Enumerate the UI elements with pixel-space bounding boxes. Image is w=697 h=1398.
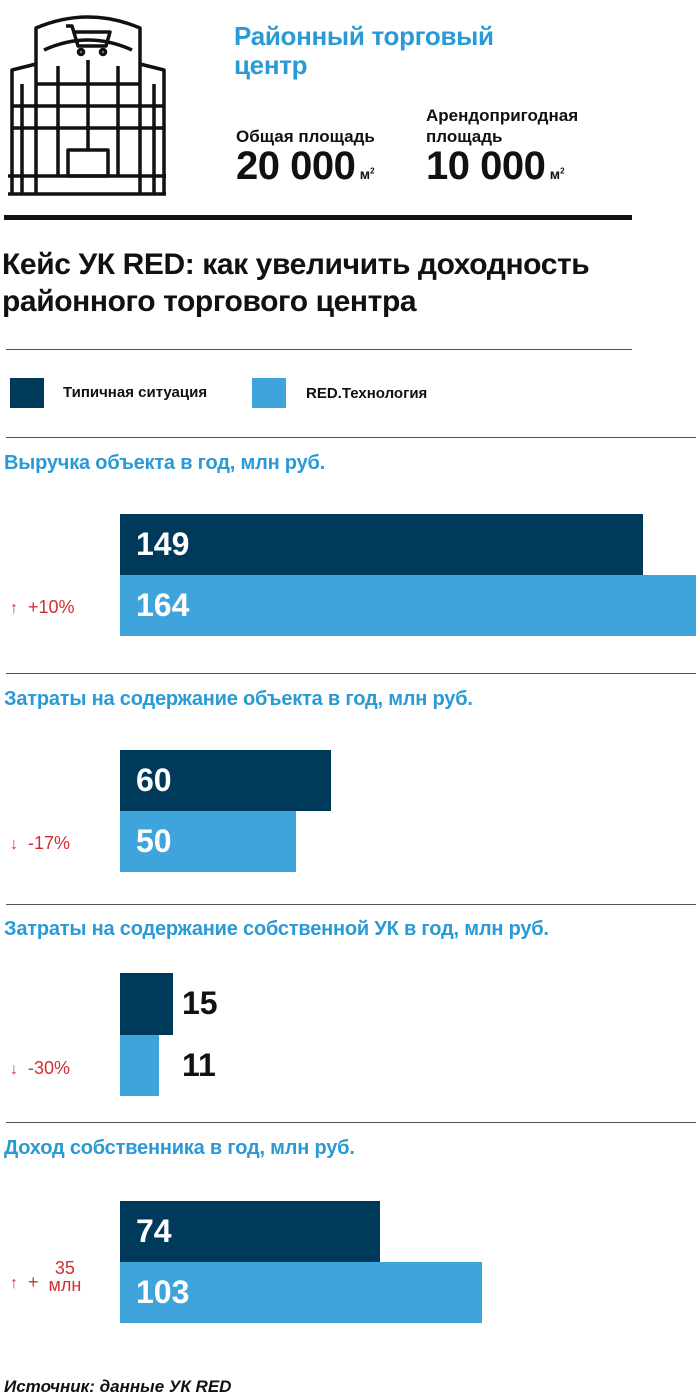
bar-value-typical: 149 xyxy=(136,526,190,562)
arrow-down-icon: ↓ xyxy=(10,836,18,853)
change-text: -30% xyxy=(28,1058,71,1078)
bar-typical xyxy=(120,973,173,1035)
bar-value-typical: 15 xyxy=(182,985,218,1021)
legend-swatch-red xyxy=(252,378,286,408)
bar-typical xyxy=(120,514,643,575)
bar-value-typical: 60 xyxy=(136,762,172,798)
chart-title: Выручка объекта в год, млн руб. xyxy=(4,452,325,474)
bar-typical xyxy=(120,1201,380,1262)
unit-sup: 2 xyxy=(370,166,375,176)
section-divider xyxy=(6,673,696,674)
bar-red-technology xyxy=(120,575,696,636)
chart-title: Доход собственника в год, млн руб. xyxy=(4,1137,355,1159)
leasable-area-stat: 10 000 м2 xyxy=(426,144,565,189)
legend-label-red: RED.Технология xyxy=(306,385,428,402)
change-text: -17% xyxy=(28,833,71,853)
bar-typical xyxy=(120,750,331,811)
unit-text: м xyxy=(549,166,561,182)
total-area-unit: м2 xyxy=(360,166,375,182)
bar-red-technology xyxy=(120,811,296,872)
main-title: Кейс УК RED: как увеличить доходность ра… xyxy=(2,248,590,318)
bar-value-red: 50 xyxy=(136,823,172,859)
leasable-area-unit: м2 xyxy=(550,166,565,182)
header-divider xyxy=(4,215,632,220)
arrow-up-icon: ↑ xyxy=(10,600,18,617)
legend-label-typical: Типичная ситуация xyxy=(63,384,208,401)
arrow-down-icon: ↓ xyxy=(10,1061,18,1078)
bar-value-red: 11 xyxy=(182,1047,216,1083)
shopping-center-icon xyxy=(6,4,168,200)
title-divider xyxy=(6,349,632,350)
change-indicator: ↑ +10% xyxy=(10,597,75,618)
leasable-area-label: Арендопригодная площадь xyxy=(426,106,579,146)
change-indicator: ↓ -30% xyxy=(10,1058,70,1079)
section-divider xyxy=(6,437,696,438)
total-area-stat: 20 000 м2 xyxy=(236,144,375,189)
bar-value-typical: 74 xyxy=(136,1213,172,1249)
change-indicator: ↑ +35 млн xyxy=(10,1259,81,1294)
unit-sup: 2 xyxy=(560,166,565,176)
change-text: +10% xyxy=(28,597,75,617)
change-amount-value: 35 xyxy=(54,1258,75,1279)
total-area-value: 20 000 xyxy=(236,144,356,188)
change-amount-unit: млн xyxy=(48,1275,82,1296)
chart-title: Затраты на содержание объекта в год, млн… xyxy=(4,688,473,710)
source-note: Источник: данные УК RED xyxy=(4,1377,232,1396)
total-area-label: Общая площадь xyxy=(236,127,375,146)
section-divider xyxy=(6,904,696,905)
leasable-area-value: 10 000 xyxy=(426,144,546,188)
legend-swatch-typical xyxy=(10,378,44,408)
unit-text: м xyxy=(359,166,371,182)
bar-value-red: 103 xyxy=(136,1274,190,1310)
bar-red-technology xyxy=(120,1262,482,1323)
bar-value-red: 164 xyxy=(136,587,190,623)
bar-red-technology xyxy=(120,1035,159,1096)
arrow-up-icon: ↑ xyxy=(10,1275,18,1292)
section-divider xyxy=(6,1122,696,1123)
chart-title: Затраты на содержание собственной УК в г… xyxy=(4,918,549,940)
change-indicator: ↓ -17% xyxy=(10,833,70,854)
header-title: Районный торговый центр xyxy=(234,21,494,80)
change-text: + xyxy=(28,1272,39,1292)
change-amount: 35 млн xyxy=(48,1258,82,1296)
